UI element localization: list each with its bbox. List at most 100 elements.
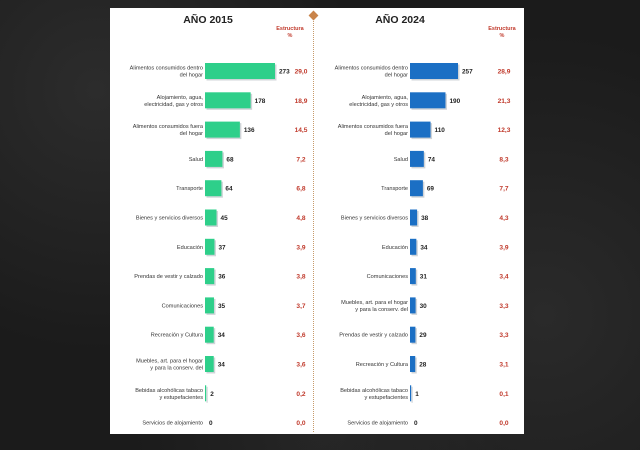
bar-2024 <box>410 180 423 197</box>
value-label-2024: 34 <box>420 244 428 251</box>
category-label-line: Prendas de vestir y calzado <box>339 333 408 339</box>
value-label-2015: 136 <box>244 127 255 134</box>
bar-2024 <box>410 356 416 372</box>
bar-2015 <box>205 121 240 138</box>
value-label-2024: 69 <box>427 186 435 193</box>
bar-chart-2015: Alimentos consumidos dentro del hogar 273 2… <box>130 63 308 427</box>
percent-label-2024: 3,1 <box>499 362 508 369</box>
structure-header-2015: Estructura % <box>268 26 312 40</box>
percent-label-2024: 3,3 <box>499 332 508 339</box>
value-label-2015: 35 <box>218 303 226 310</box>
percent-label-2024: 12,3 <box>498 127 511 134</box>
category-label-line: Salud <box>189 157 203 163</box>
category-label-line: Comunicaciones <box>162 303 204 309</box>
value-label-2015: 68 <box>226 156 234 163</box>
value-label-2015: 45 <box>221 215 229 222</box>
category-label-line: Alimentos consumidos fuera <box>338 124 409 130</box>
percent-label-2024: 21,3 <box>498 98 511 105</box>
percent-label-2024: 28,9 <box>498 69 511 76</box>
value-label-2024: 0 <box>414 420 418 427</box>
category-label-line: Prendas de vestir y calzado <box>134 274 203 280</box>
percent-label-2024: 4,3 <box>499 215 508 222</box>
percent-label-2024: 3,4 <box>499 274 508 281</box>
chart-2015: AÑO 2015 Estructura % Alimentos consumid… <box>110 8 313 434</box>
percent-label-2015: 29,0 <box>295 69 308 76</box>
value-label-2015: 273 <box>279 69 290 76</box>
value-label-2024: 28 <box>419 362 427 369</box>
category-label-line: Servicios de alojamiento <box>347 421 408 427</box>
category-label-line: Alimentos consumidos dentro <box>130 66 203 72</box>
value-label-2015: 0 <box>209 420 213 427</box>
percent-label-2015: 6,8 <box>296 186 305 193</box>
structure-header-label-2015: Estructura <box>276 26 304 32</box>
category-label-2015: Salud <box>189 157 203 163</box>
category-label-2015: Muebles, art. para el hogar y para la con… <box>136 359 203 372</box>
category-label-2024: Alojamiento, agua, electricidad, gas y ot… <box>349 95 408 108</box>
category-label-2015: Recreación y Cultura <box>151 333 204 339</box>
category-label-line: Muebles, art. para el hogar <box>341 300 408 306</box>
category-label-2024: Bienes y servicios diversos <box>341 216 408 222</box>
category-label-line: Transporte <box>176 186 203 192</box>
category-label-2015: Alojamiento, agua, electricidad, gas y ot… <box>144 95 203 108</box>
percent-label-2015: 3,6 <box>296 362 305 369</box>
category-label-line: Bebidas alcohólicas tabaco <box>135 388 203 394</box>
percent-label-2015: 14,5 <box>295 127 308 134</box>
value-label-2015: 37 <box>218 244 226 251</box>
value-label-2024: 30 <box>420 303 428 310</box>
category-label-line: Bebidas alcohólicas tabaco <box>340 388 408 394</box>
bar-2015 <box>205 63 275 79</box>
percent-label-2015: 3,7 <box>296 303 305 310</box>
category-label-line: electricidad, gas y otros <box>144 102 203 108</box>
category-label-2024: Alimentos consumidos fuera del hogar <box>338 124 409 137</box>
value-label-2024: 31 <box>420 274 428 281</box>
value-label-2015: 34 <box>218 362 226 369</box>
percent-label-2015: 0,2 <box>296 391 305 398</box>
category-label-2024: Comunicaciones <box>367 274 409 280</box>
bar-2015 <box>205 238 215 255</box>
percent-label-2015: 18,9 <box>295 98 308 105</box>
bar-2024 <box>410 297 416 314</box>
value-label-2024: 257 <box>462 69 473 76</box>
category-label-2024: Recreación y Cultura <box>356 362 409 368</box>
category-label-line: Educación <box>382 245 408 251</box>
category-label-2015: Transporte <box>176 186 203 192</box>
value-label-2015: 2 <box>210 391 214 398</box>
category-label-line: Bienes y servicios diversos <box>341 216 408 222</box>
category-label-line: Salud <box>394 157 408 163</box>
bar-2024 <box>410 238 417 255</box>
bar-2015 <box>205 209 217 226</box>
bar-2015 <box>205 326 214 343</box>
percent-label-2024: 7,7 <box>499 186 508 193</box>
category-label-2015: Bienes y servicios diversos <box>136 216 203 222</box>
structure-header-unit-2015: % <box>287 33 293 39</box>
category-label-line: y para la conserv. del <box>150 366 203 372</box>
category-label-line: Transporte <box>381 186 408 192</box>
value-label-2024: 38 <box>421 215 429 222</box>
category-label-2015: Bebidas alcohólicas tabaco y estupefacien… <box>135 388 203 401</box>
category-label-line: del hogar <box>385 73 408 79</box>
category-label-line: Alimentos consumidos dentro <box>335 66 408 72</box>
category-label-line: del hogar <box>385 131 408 137</box>
category-label-2024: Bebidas alcohólicas tabaco y estupefacien… <box>340 388 408 401</box>
percent-label-2015: 3,8 <box>296 274 305 281</box>
category-label-line: Muebles, art. para el hogar <box>136 359 203 365</box>
value-label-2015: 36 <box>218 274 226 281</box>
bar-2024 <box>410 385 412 402</box>
percent-label-2024: 3,3 <box>499 303 508 310</box>
bar-shadow-2024 <box>411 386 413 403</box>
value-label-2024: 190 <box>449 98 460 105</box>
category-label-line: Comunicaciones <box>367 274 409 280</box>
category-label-2024: Prendas de vestir y calzado <box>339 333 408 339</box>
bar-2024 <box>410 150 424 167</box>
bar-2024 <box>410 92 446 109</box>
bar-2015 <box>205 268 215 285</box>
category-label-2024: Educación <box>382 245 408 251</box>
bar-2015 <box>205 385 207 402</box>
category-label-line: electricidad, gas y otros <box>349 102 408 108</box>
category-label-line: y para la conserv. del <box>355 307 408 313</box>
category-label-line: Servicios de alojamiento <box>142 421 203 427</box>
category-label-line: Recreación y Cultura <box>151 333 204 339</box>
bar-2015 <box>205 356 214 372</box>
category-label-line: y estupefacientes <box>159 395 203 401</box>
category-label-2024: Salud <box>394 157 408 163</box>
